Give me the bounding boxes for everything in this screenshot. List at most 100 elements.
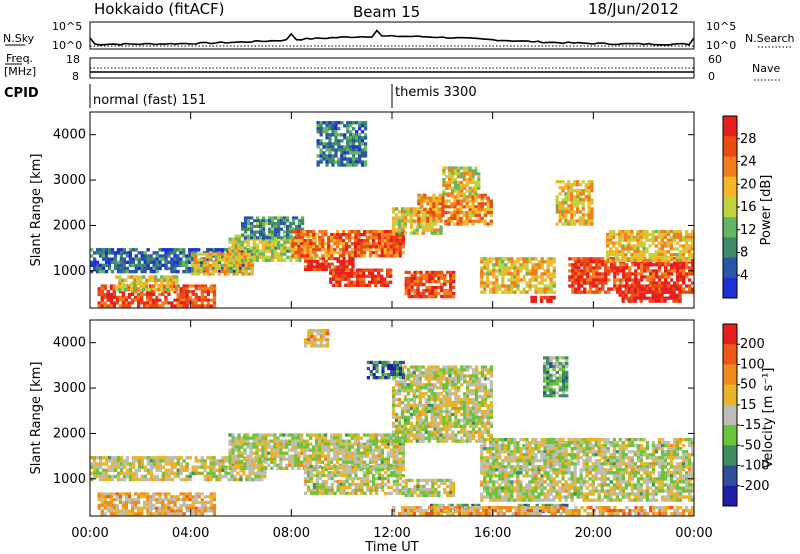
range-cell xyxy=(104,477,109,482)
range-cell xyxy=(513,290,517,294)
range-cell xyxy=(498,284,502,288)
range-cell xyxy=(104,462,109,466)
range-cell xyxy=(303,254,307,258)
range-cell xyxy=(350,230,355,234)
range-cell xyxy=(355,163,359,167)
range-cell xyxy=(392,445,396,449)
range-cell xyxy=(109,506,113,510)
range-cell xyxy=(682,290,686,294)
range-cell xyxy=(257,468,261,472)
range-cell xyxy=(571,263,575,267)
range-cell xyxy=(573,204,577,208)
range-cell xyxy=(345,259,349,263)
range-cell xyxy=(122,257,126,261)
range-cell xyxy=(188,503,192,507)
range-cell xyxy=(386,474,391,478)
range-cell xyxy=(324,482,328,487)
range-cell xyxy=(640,275,644,279)
range-cell xyxy=(121,295,126,299)
range-cell xyxy=(685,284,689,288)
range-cell xyxy=(256,224,260,228)
range-cell xyxy=(121,290,126,294)
range-cell xyxy=(241,227,245,231)
range-cell xyxy=(567,219,571,223)
range-cell xyxy=(324,268,328,272)
range-cell xyxy=(413,279,417,284)
range-cell xyxy=(607,260,611,264)
range-cell xyxy=(143,254,147,258)
range-cell xyxy=(570,195,574,199)
range-cell xyxy=(125,269,129,274)
range-cell xyxy=(377,448,381,452)
range-cell xyxy=(245,474,249,479)
range-cell xyxy=(676,272,680,276)
range-cell xyxy=(630,235,634,239)
range-cell xyxy=(170,260,174,264)
range-cell xyxy=(249,255,253,259)
range-cell xyxy=(164,468,168,472)
range-cell xyxy=(447,216,451,220)
range-cell xyxy=(127,500,132,504)
range-cell xyxy=(158,509,162,513)
range-cell xyxy=(270,246,275,250)
range-cell xyxy=(574,263,578,267)
range-cell xyxy=(349,139,353,143)
range-cell xyxy=(109,512,113,516)
range-cell xyxy=(285,216,290,220)
range-cell xyxy=(106,506,110,510)
range-cell xyxy=(351,477,355,481)
range-cell xyxy=(330,257,334,261)
range-cell xyxy=(328,124,332,128)
range-cell xyxy=(642,247,646,251)
range-cell xyxy=(428,288,432,293)
range-cell xyxy=(115,512,119,516)
range-cell xyxy=(368,254,373,258)
range-cell xyxy=(136,288,140,292)
range-cell xyxy=(200,498,204,502)
range-cell xyxy=(432,205,436,209)
range-cell xyxy=(575,183,580,187)
range-cell xyxy=(270,451,274,455)
range-cell xyxy=(575,201,580,205)
range-cell xyxy=(533,295,537,300)
range-cell xyxy=(657,230,661,234)
range-cell xyxy=(592,272,596,276)
range-cell xyxy=(101,263,106,268)
range-cell xyxy=(389,268,393,272)
range-cell xyxy=(377,445,381,449)
range-cell xyxy=(194,301,198,305)
range-cell xyxy=(279,219,284,223)
range-cell xyxy=(352,157,356,161)
range-cell xyxy=(328,157,332,161)
range-cell xyxy=(297,463,301,467)
range-cell xyxy=(358,151,362,155)
range-cell xyxy=(343,148,347,152)
range-cell xyxy=(575,207,580,211)
range-cell xyxy=(456,183,461,187)
range-cell xyxy=(337,148,341,152)
range-cell xyxy=(534,266,538,270)
range-cell xyxy=(564,183,568,187)
range-cell xyxy=(152,506,156,510)
range-cell xyxy=(540,278,544,282)
range-cell xyxy=(243,439,247,443)
range-cell xyxy=(271,222,275,226)
range-cell xyxy=(669,244,673,248)
range-cell xyxy=(639,284,643,288)
range-cell xyxy=(537,290,541,294)
range-cell xyxy=(241,272,245,276)
range-cell xyxy=(448,172,452,176)
range-cell xyxy=(300,233,304,237)
range-cell xyxy=(375,242,379,246)
range-cell xyxy=(678,290,682,294)
range-cell xyxy=(97,495,101,499)
range-cell xyxy=(672,230,676,234)
range-cell xyxy=(480,199,484,203)
range-cell xyxy=(429,205,433,209)
range-cell xyxy=(434,270,438,275)
range-cell xyxy=(294,216,299,220)
range-cell xyxy=(642,287,646,291)
range-cell xyxy=(232,263,237,268)
range-cell xyxy=(363,127,368,131)
range-cell xyxy=(584,219,588,223)
